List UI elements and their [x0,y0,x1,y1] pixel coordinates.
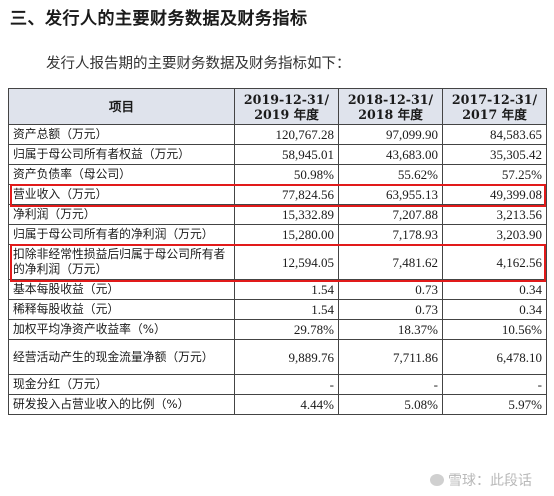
row-label: 归属于母公司所有者的净利润（万元） [8,224,235,245]
table-row-revenue: 营业收入（万元） 77,824.56 63,955.13 49,399.08 [8,184,547,205]
cell-2019: 4.44% [234,394,339,415]
cell-2019: 29.78% [234,319,339,340]
revenue-highlight-box [9,183,546,207]
section-heading: 三、发行人的主要财务数据及财务指标 [10,9,308,29]
cell-2018: 7,207.88 [338,204,443,225]
cell-2019: 1.54 [234,279,339,300]
cell-2018: 7,178.93 [338,224,443,245]
cell-2017: 3,213.56 [442,204,547,225]
cell-2017: 0.34 [442,299,547,320]
header-2019: 2019-12-31/2019 年度 [234,88,339,125]
watermark: 雪球：此段话 [430,470,532,490]
header-2018: 2018-12-31/2018 年度 [338,88,443,125]
row-label: 资产总额（万元） [8,124,235,145]
row-label: 现金分红（万元） [8,374,235,395]
row-label: 经营活动产生的现金流量净额（万元） [8,339,235,375]
cell-2019: 15,280.00 [234,224,339,245]
cell-2017: 3,203.90 [442,224,547,245]
cell-2019: - [234,374,339,395]
cell-2018: 97,099.90 [338,124,443,145]
table-row: 资产负债率（母公司） 50.98% 55.62% 57.25% [8,164,547,185]
cell-2017: 5.97% [442,394,547,415]
cell-2017: 84,583.65 [442,124,547,145]
row-label: 归属于母公司所有者权益（万元） [8,144,235,165]
table-row: 加权平均净资产收益率（%） 29.78% 18.37% 10.56% [8,319,547,340]
financial-table: 项目 2019-12-31/2019 年度 2018-12-31/2018 年度… [8,88,547,415]
cell-2019: 58,945.01 [234,144,339,165]
cell-2017: 10.56% [442,319,547,340]
row-label: 资产负债率（母公司） [8,164,235,185]
table-header-row: 项目 2019-12-31/2019 年度 2018-12-31/2018 年度… [8,88,547,125]
row-label: 基本每股收益（元） [8,279,235,300]
deducted-profit-highlight-box [9,243,546,282]
cell-2019: 15,332.89 [234,204,339,225]
cell-2018: 5.08% [338,394,443,415]
cell-2019: 77,824.56 [234,184,339,205]
cell-2017: 0.34 [442,279,547,300]
table-row: 归属于母公司所有者权益（万元） 58,945.01 43,683.00 35,3… [8,144,547,165]
row-label: 研发投入占营业收入的比例（%） [8,394,235,415]
cell-2017: 6,478.10 [442,339,547,375]
header-item: 项目 [8,88,235,125]
table-row: 资产总额（万元） 120,767.28 97,099.90 84,583.65 [8,124,547,145]
cell-2017: 35,305.42 [442,144,547,165]
cell-2019: 1.54 [234,299,339,320]
table-row: 稀释每股收益（元） 1.54 0.73 0.34 [8,299,547,320]
watermark-text: 雪球：此段话 [448,473,532,489]
cell-2017: - [442,374,547,395]
table-row: 经营活动产生的现金流量净额（万元） 9,889.76 7,711.86 6,47… [8,339,547,375]
cell-2018: - [338,374,443,395]
table-row: 现金分红（万元） - - - [8,374,547,395]
row-label: 净利润（万元） [8,204,235,225]
cell-2019: 120,767.28 [234,124,339,145]
cell-2019: 9,889.76 [234,339,339,375]
cell-2018: 0.73 [338,279,443,300]
cell-2018: 7,481.62 [338,244,443,280]
table-row: 基本每股收益（元） 1.54 0.73 0.34 [8,279,547,300]
cell-2018: 7,711.86 [338,339,443,375]
snowball-logo-icon [430,474,444,486]
cell-2018: 43,683.00 [338,144,443,165]
table-row: 研发投入占营业收入的比例（%） 4.44% 5.08% 5.97% [8,394,547,415]
cell-2018: 0.73 [338,299,443,320]
header-2017: 2017-12-31/2017 年度 [442,88,547,125]
cell-2018: 55.62% [338,164,443,185]
cell-2018: 18.37% [338,319,443,340]
row-label: 稀释每股收益（元） [8,299,235,320]
table-row: 归属于母公司所有者的净利润（万元） 15,280.00 7,178.93 3,2… [8,224,547,245]
cell-2017: 57.25% [442,164,547,185]
table-row: 净利润（万元） 15,332.89 7,207.88 3,213.56 [8,204,547,225]
cell-2019: 50.98% [234,164,339,185]
row-label: 加权平均净资产收益率（%） [8,319,235,340]
intro-text: 发行人报告期的主要财务数据及财务指标如下： [46,56,351,72]
